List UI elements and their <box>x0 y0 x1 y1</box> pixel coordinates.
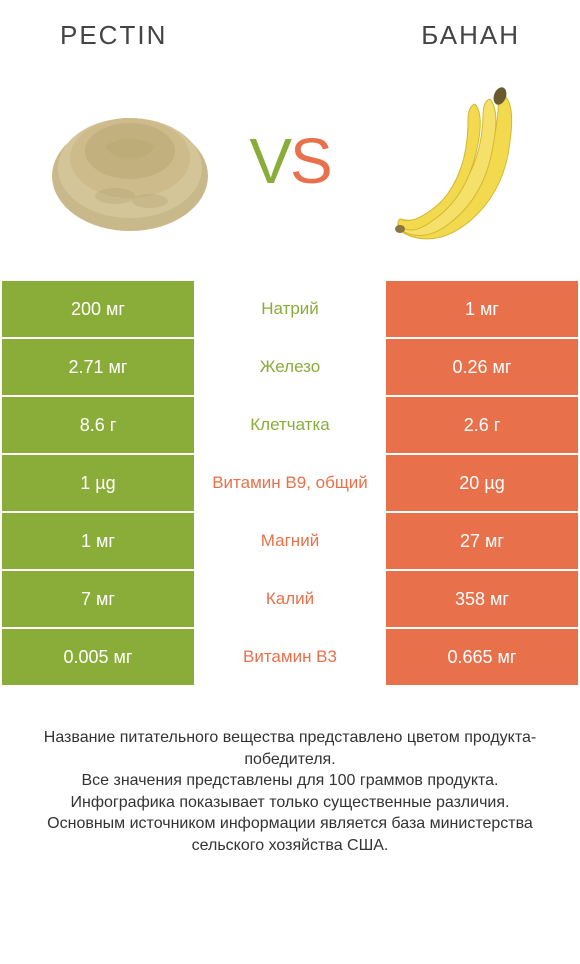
nutrient-label: Калий <box>194 571 386 627</box>
right-value: 2.6 г <box>386 397 578 453</box>
footer-line: Инфографика показывает только существенн… <box>30 792 550 814</box>
left-value: 1 µg <box>2 455 194 511</box>
images-row: VS <box>0 61 580 281</box>
nutrient-label: Магний <box>194 513 386 569</box>
right-food-title: БАНАН <box>421 20 520 51</box>
right-value: 27 мг <box>386 513 578 569</box>
banana-image <box>360 71 540 251</box>
left-food-title: PECTIN <box>60 20 167 51</box>
nutrient-label: Клетчатка <box>194 397 386 453</box>
pectin-image <box>40 71 220 251</box>
nutrient-label: Железо <box>194 339 386 395</box>
banana-icon <box>360 71 540 251</box>
table-row: 200 мг Натрий 1 мг <box>2 281 578 337</box>
pectin-icon <box>45 76 215 246</box>
nutrient-label: Натрий <box>194 281 386 337</box>
right-value: 0.665 мг <box>386 629 578 685</box>
left-value: 8.6 г <box>2 397 194 453</box>
table-row: 0.005 мг Витамин B3 0.665 мг <box>2 629 578 685</box>
right-value: 358 мг <box>386 571 578 627</box>
comparison-table: 200 мг Натрий 1 мг 2.71 мг Железо 0.26 м… <box>0 281 580 685</box>
left-value: 1 мг <box>2 513 194 569</box>
left-value: 2.71 мг <box>2 339 194 395</box>
right-value: 20 µg <box>386 455 578 511</box>
footer-line: Основным источником информации является … <box>30 813 550 856</box>
left-value: 0.005 мг <box>2 629 194 685</box>
vs-s-letter: S <box>290 125 331 197</box>
table-row: 2.71 мг Железо 0.26 мг <box>2 339 578 395</box>
table-row: 8.6 г Клетчатка 2.6 г <box>2 397 578 453</box>
header: PECTIN БАНАН <box>0 0 580 61</box>
footer-line: Название питательного вещества представл… <box>30 727 550 770</box>
right-value: 0.26 мг <box>386 339 578 395</box>
vs-label: VS <box>249 124 330 198</box>
table-row: 1 мг Магний 27 мг <box>2 513 578 569</box>
nutrient-label: Витамин B9, общий <box>194 455 386 511</box>
footer-notes: Название питательного вещества представл… <box>0 687 580 857</box>
nutrient-label: Витамин B3 <box>194 629 386 685</box>
left-value: 200 мг <box>2 281 194 337</box>
footer-line: Все значения представлены для 100 граммо… <box>30 770 550 792</box>
left-value: 7 мг <box>2 571 194 627</box>
table-row: 1 µg Витамин B9, общий 20 µg <box>2 455 578 511</box>
vs-v-letter: V <box>249 125 290 197</box>
right-value: 1 мг <box>386 281 578 337</box>
table-row: 7 мг Калий 358 мг <box>2 571 578 627</box>
